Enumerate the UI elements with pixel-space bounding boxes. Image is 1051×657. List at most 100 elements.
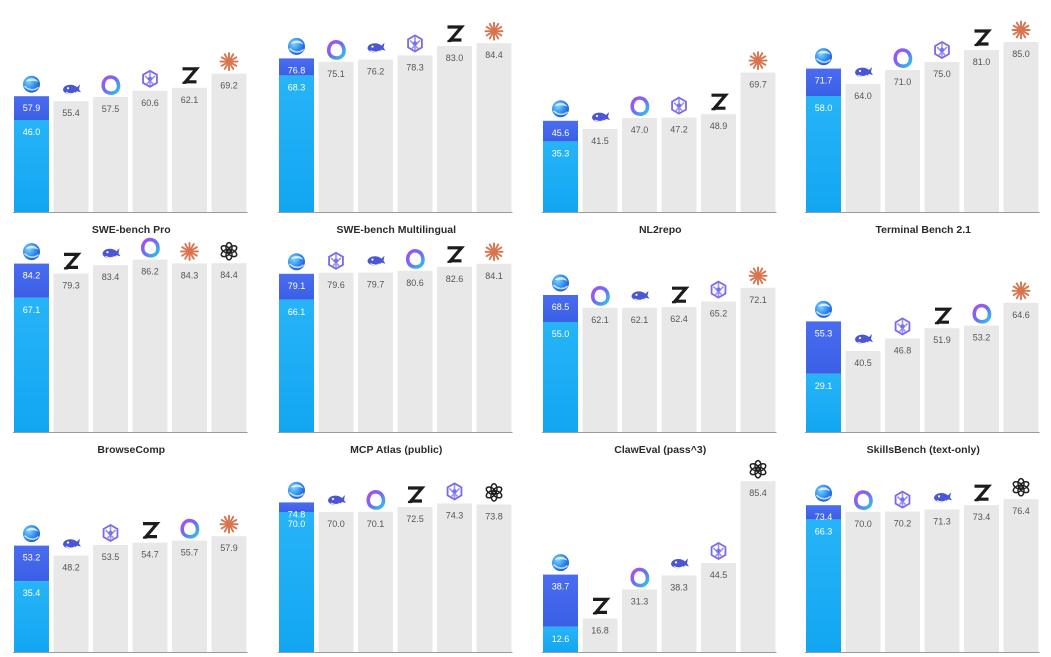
bar-group: 80.6 bbox=[397, 248, 433, 432]
bar-inner-value-label: 67.1 bbox=[23, 305, 41, 315]
bar bbox=[964, 325, 999, 432]
whale-icon bbox=[592, 112, 610, 122]
ring-icon bbox=[101, 75, 121, 95]
chart-panel: 73.4 66.3 70.0 70.2 71.3 73.4 76.4 bbox=[805, 477, 1040, 653]
bar bbox=[701, 563, 736, 652]
bar bbox=[172, 263, 207, 432]
bar bbox=[318, 61, 354, 212]
bar bbox=[661, 575, 697, 652]
ring-icon bbox=[893, 48, 913, 68]
bar bbox=[437, 266, 472, 432]
chart-title: SWE-bench Multilingual bbox=[336, 224, 456, 236]
bar-group: 83.4 bbox=[93, 248, 128, 432]
bar-group: 53.2 bbox=[964, 303, 999, 432]
bar-value-label: 48.9 bbox=[710, 121, 728, 131]
bar-group: 82.6 bbox=[437, 246, 472, 432]
ring-icon bbox=[630, 567, 650, 588]
bar bbox=[93, 97, 128, 212]
bar bbox=[964, 50, 999, 212]
bar bbox=[132, 259, 168, 432]
bar-value-label: 70.1 bbox=[367, 519, 385, 529]
bar-lower-segment bbox=[806, 519, 841, 652]
bar-group: 64.0 bbox=[845, 67, 881, 212]
z-logo-icon bbox=[974, 484, 992, 502]
bar-upper-segment bbox=[806, 505, 841, 520]
starburst-icon bbox=[219, 52, 239, 72]
bar bbox=[397, 270, 433, 432]
bar-value-label: 53.5 bbox=[102, 552, 120, 562]
bar-value-label: 86.2 bbox=[141, 267, 159, 277]
bar-group: 44.5 bbox=[701, 541, 736, 652]
chart-panel: 53.2 35.4 48.2 53.5 54.7 55.7 57.9 bbox=[13, 514, 248, 653]
bar bbox=[845, 351, 881, 432]
bar bbox=[476, 504, 512, 652]
bar-group: 86.2 bbox=[132, 237, 168, 432]
whale-icon bbox=[102, 248, 121, 259]
bar bbox=[740, 72, 776, 212]
bar-lower-segment bbox=[543, 322, 578, 432]
starburst-icon bbox=[748, 51, 768, 71]
bar-value-label: 65.2 bbox=[710, 309, 728, 319]
bar-value-label: 81.0 bbox=[973, 57, 991, 67]
ring-icon bbox=[853, 490, 873, 510]
chart-title: MCP Atlas (public) bbox=[350, 444, 442, 456]
bar-upper-segment bbox=[806, 321, 841, 374]
bar-lower-segment bbox=[279, 512, 314, 652]
chart-title: SWE-bench Pro bbox=[92, 224, 171, 236]
bar bbox=[582, 618, 618, 652]
bar-value-label: 84.4 bbox=[220, 270, 238, 280]
bar-value-label: 83.0 bbox=[446, 53, 464, 63]
bar-lower-segment bbox=[806, 373, 841, 432]
ring-icon bbox=[405, 248, 425, 269]
bar bbox=[397, 507, 433, 652]
bar bbox=[437, 503, 472, 652]
bar-value-label: 53.2 bbox=[23, 553, 41, 563]
starburst-icon bbox=[219, 514, 239, 534]
openai-knot-icon bbox=[1012, 477, 1030, 497]
whale-icon bbox=[328, 495, 346, 505]
bar-group: 70.0 bbox=[845, 490, 881, 652]
bar-value-label: 57.5 bbox=[102, 104, 120, 114]
blue-globe-icon bbox=[552, 554, 569, 572]
bar bbox=[582, 129, 618, 212]
bar-group: 31.3 bbox=[622, 567, 657, 652]
bar-group: 57.9 bbox=[211, 514, 247, 652]
bar-group: 69.2 bbox=[211, 52, 247, 212]
bar-value-label: 54.7 bbox=[141, 550, 159, 560]
bar-group: 78.3 bbox=[397, 34, 433, 213]
bar-group: 64.6 bbox=[1003, 281, 1039, 432]
bar-inner-value-label: 35.4 bbox=[23, 588, 41, 598]
blue-globe-icon bbox=[815, 484, 832, 502]
bar-value-label: 84.3 bbox=[181, 270, 199, 280]
starburst-icon bbox=[748, 266, 768, 286]
bar bbox=[437, 46, 472, 212]
bar-upper-segment bbox=[543, 574, 578, 627]
bar-group: 46.8 bbox=[885, 317, 920, 432]
bar-group: 48.9 bbox=[701, 93, 736, 212]
bar-value-label: 57.9 bbox=[23, 103, 41, 113]
bar-group: 84.2 67.1 bbox=[14, 243, 49, 432]
chart-panel: 74.870.0 70.0 70.1 72.5 74.3 73.8 bbox=[278, 481, 513, 653]
bar-upper-segment bbox=[14, 96, 49, 120]
bar-upper-segment bbox=[543, 120, 578, 142]
bar bbox=[318, 272, 354, 432]
bar bbox=[358, 59, 393, 212]
blue-globe-icon bbox=[23, 525, 40, 543]
bar-upper-segment bbox=[14, 545, 49, 582]
bar-group: 62.4 bbox=[661, 286, 697, 432]
bar-group: 55.3 29.1 bbox=[806, 300, 841, 432]
bar-upper-segment bbox=[543, 295, 578, 322]
bar bbox=[132, 90, 168, 212]
bar bbox=[740, 287, 776, 432]
bar-value-label: 51.9 bbox=[933, 335, 951, 345]
z-logo-icon bbox=[407, 486, 426, 504]
bar-upper-segment bbox=[14, 263, 49, 298]
ring-icon bbox=[590, 285, 610, 306]
z-logo-icon bbox=[447, 25, 465, 43]
hexagon-knot-icon bbox=[142, 69, 158, 88]
bar-value-label: 82.6 bbox=[446, 274, 464, 284]
hexagon-knot-icon bbox=[671, 96, 687, 115]
bar-group: 68.5 55.0 bbox=[543, 274, 578, 432]
bar-value-label: 75.0 bbox=[933, 69, 951, 79]
chart-panel: 84.2 67.1 79.3 83.4 86.2 84.3 84.4 BrowseComp bbox=[13, 237, 248, 456]
